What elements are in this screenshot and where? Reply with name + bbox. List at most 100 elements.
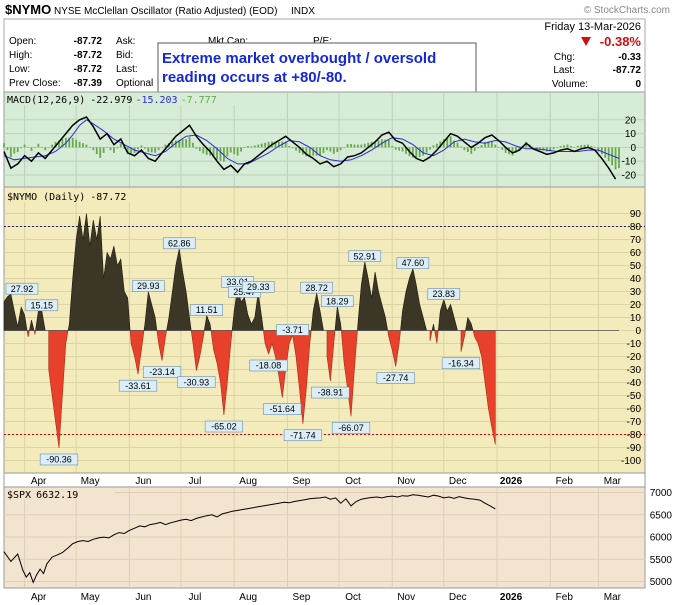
change-percent: -0.38%	[600, 34, 642, 49]
open-label: Open:	[9, 36, 36, 47]
macd-histogram-bar	[364, 144, 366, 148]
macd-histogram-bar	[86, 145, 88, 148]
nymo-data-label: -66.07	[338, 423, 364, 433]
high-value: -87.72	[74, 50, 103, 61]
macd-histogram-bar	[498, 147, 500, 148]
macd-histogram-bar	[429, 147, 431, 149]
annotation-line-2: reading occurs at +80/-80.	[162, 69, 347, 86]
macd-histogram-bar	[402, 147, 404, 151]
macd-histogram-bar	[230, 147, 232, 152]
month-label: 2026	[500, 592, 523, 603]
macd-histogram-bar	[457, 143, 459, 148]
nymo-data-label: -38.91	[318, 388, 344, 398]
nymo-data-label: -18.08	[256, 361, 282, 371]
macd-value: -22.979	[90, 95, 132, 106]
month-label: May	[81, 476, 100, 487]
month-label: Jul	[189, 476, 202, 487]
month-label: 2026	[500, 476, 523, 487]
macd-histogram-bar	[597, 147, 599, 151]
macd-histogram-bar	[261, 144, 263, 148]
month-label: Oct	[345, 476, 361, 487]
macd-histogram-bar	[27, 147, 29, 148]
macd-histogram-bar	[295, 147, 297, 150]
month-label: Jun	[135, 476, 151, 487]
nymo-y-tick: 20	[630, 300, 642, 311]
macd-histogram-bar	[48, 147, 50, 148]
macd-histogram-bar	[357, 145, 359, 148]
macd-histogram-bar	[350, 144, 352, 147]
month-label: Sep	[293, 476, 311, 487]
nymo-data-label: -33.61	[125, 381, 151, 391]
nymo-data-label: 23.83	[433, 289, 456, 299]
macd-histogram-bar	[99, 147, 101, 158]
macd-histogram-bar	[288, 146, 290, 147]
watermark: © StockCharts.com	[584, 5, 670, 16]
nymo-y-tick: 90	[630, 209, 642, 220]
macd-histogram-bar	[398, 147, 400, 150]
macd-histogram-bar	[158, 147, 160, 150]
month-label: Apr	[31, 592, 47, 603]
chg-value: -0.33	[618, 52, 641, 63]
macd-y-tick: 20	[625, 115, 637, 126]
macd-histogram-bar	[10, 147, 12, 157]
month-label: Mar	[604, 592, 622, 603]
macd-histogram-bar	[82, 143, 84, 147]
macd-histogram-bar	[237, 147, 239, 155]
macd-histogram-bar	[419, 147, 421, 157]
macd-histogram-bar	[481, 145, 483, 147]
prev-close-value: -87.39	[74, 78, 103, 89]
macd-histogram-bar	[37, 144, 39, 148]
macd-y-tick: 10	[625, 129, 637, 140]
nymo-legend-name: $NYMO (Daily)	[7, 192, 85, 203]
nymo-data-label: -51.64	[270, 404, 296, 414]
nymo-data-label: -65.02	[211, 422, 237, 432]
nymo-y-tick: -50	[627, 391, 642, 402]
month-label: Jun	[135, 592, 151, 603]
quote-date: Friday 13-Mar-2026	[544, 21, 641, 33]
macd-histogram-bar	[226, 147, 228, 156]
macd-histogram-bar	[189, 137, 191, 148]
macd-histogram-bar	[591, 146, 593, 147]
macd-histogram-bar	[199, 147, 201, 151]
macd-histogram-bar	[7, 147, 9, 150]
macd-histogram-bar	[460, 146, 462, 147]
macd-histogram-bar	[615, 147, 617, 169]
macd-histogram-bar	[106, 147, 108, 148]
nymo-data-label: 29.33	[247, 282, 270, 292]
macd-legend: MACD(12,26,9) -22.979 -15.203 -7.777	[7, 95, 217, 106]
macd-histogram-bar	[577, 146, 579, 147]
nymo-y-tick: -30	[627, 365, 642, 376]
bid-label: Bid:	[116, 50, 133, 61]
nymo-data-label: -71.74	[290, 430, 316, 440]
macd-histogram-bar	[556, 147, 558, 148]
macd-histogram-bar	[31, 147, 33, 151]
spx-legend-name: $SPX	[7, 490, 31, 501]
macd-histogram-bar	[161, 147, 163, 148]
macd-histogram-bar	[79, 142, 81, 148]
month-label: Apr	[31, 476, 47, 487]
spx-y-tick: 6500	[650, 510, 673, 521]
macd-histogram-bar	[72, 138, 74, 148]
low-value: -87.72	[74, 64, 103, 75]
nymo-data-label: 11.51	[196, 305, 218, 315]
macd-histogram-bar	[309, 147, 311, 156]
annotation-line-1: Extreme market overbought / oversold	[162, 50, 436, 67]
macd-histogram-bar	[240, 147, 242, 151]
month-label: Mar	[604, 476, 622, 487]
signal-value: -15.203	[135, 95, 177, 106]
macd-y-tick: -20	[622, 170, 637, 181]
macd-histogram-bar	[395, 147, 397, 149]
macd-histogram-bar	[340, 147, 342, 150]
nymo-y-tick: -100	[621, 456, 641, 467]
nymo-data-label: 47.60	[402, 258, 425, 268]
macd-histogram-bar	[154, 147, 156, 153]
exchange-label: INDX	[291, 6, 315, 17]
macd-histogram-bar	[292, 147, 294, 148]
spx-y-tick: 7000	[650, 488, 673, 499]
nymo-data-label: -3.71	[282, 325, 303, 335]
nymo-y-tick: 0	[635, 326, 641, 337]
volume-label: Volume:	[552, 79, 588, 90]
nymo-data-label: 29.93	[137, 281, 160, 291]
low-label: Low:	[9, 64, 30, 75]
month-label: Dec	[449, 592, 467, 603]
